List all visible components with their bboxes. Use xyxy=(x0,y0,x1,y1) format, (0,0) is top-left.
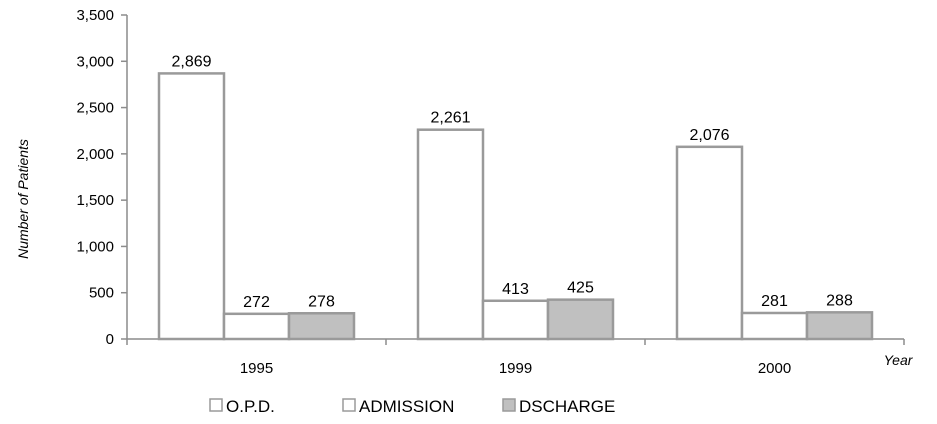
legend-label: O.P.D. xyxy=(226,397,275,416)
y-tick-label: 3,000 xyxy=(76,53,114,70)
bar xyxy=(805,311,874,341)
y-axis-title: Number of Patients xyxy=(15,139,31,259)
bar xyxy=(416,128,485,341)
legend-label: ADMISSION xyxy=(359,397,454,416)
data-label: 425 xyxy=(567,280,594,297)
x-axis-title: Year xyxy=(884,352,914,368)
y-tick-label: 0 xyxy=(106,331,114,348)
legend-swatch xyxy=(342,398,356,412)
legend: O.P.D. ADMISSION DSCHARGE xyxy=(209,397,615,416)
x-axis: 1995 1999 2000 xyxy=(126,338,905,377)
legend-item: O.P.D. xyxy=(209,397,275,416)
data-label: 413 xyxy=(502,281,529,298)
data-label: 272 xyxy=(243,294,270,311)
data-label: 281 xyxy=(761,293,788,310)
legend-swatch xyxy=(502,398,516,412)
x-tick-label: 1999 xyxy=(499,360,532,377)
legend-item: DSCHARGE xyxy=(502,397,615,416)
bars xyxy=(157,72,874,341)
bar xyxy=(740,311,809,341)
data-label: 2,076 xyxy=(689,127,729,144)
bar xyxy=(287,312,356,341)
legend-swatch xyxy=(209,398,223,412)
bar xyxy=(675,145,744,341)
bar xyxy=(222,312,291,341)
y-tick-label: 2,500 xyxy=(76,100,114,117)
y-tick-label: 500 xyxy=(89,285,114,302)
legend-item: ADMISSION xyxy=(342,397,454,416)
y-tick-label: 3,500 xyxy=(76,7,114,24)
data-label: 2,869 xyxy=(171,53,211,70)
data-label: 288 xyxy=(826,292,853,309)
y-tick-label: 1,000 xyxy=(76,238,114,255)
bar xyxy=(546,298,615,341)
x-tick-label: 2000 xyxy=(758,360,791,377)
bar xyxy=(157,72,226,341)
data-labels: 2,869 272 278 2,261 413 425 2,076 281 288 xyxy=(171,53,852,310)
data-label: 278 xyxy=(308,293,335,310)
legend-label: DSCHARGE xyxy=(519,397,615,416)
y-axis: 0 500 1,000 1,500 2,000 2,500 3,000 3,500 xyxy=(76,7,128,348)
data-label: 2,261 xyxy=(430,110,470,127)
y-tick-label: 2,000 xyxy=(76,146,114,163)
bar xyxy=(481,299,550,341)
y-tick-label: 1,500 xyxy=(76,192,114,209)
x-tick-label: 1995 xyxy=(240,360,273,377)
